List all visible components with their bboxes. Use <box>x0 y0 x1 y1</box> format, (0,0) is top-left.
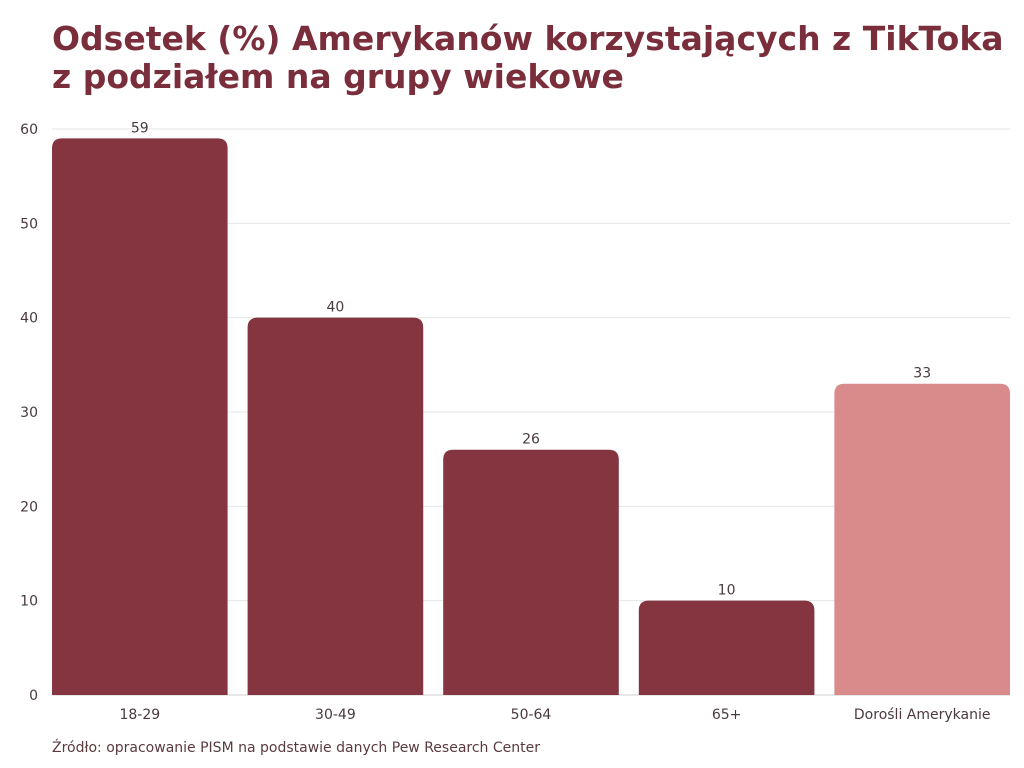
data-label: 10 <box>718 583 736 599</box>
x-tick-label: 65+ <box>712 707 742 723</box>
data-label: 59 <box>131 120 149 136</box>
y-tick-label: 50 <box>20 216 38 232</box>
y-tick-label: 60 <box>20 122 38 138</box>
y-tick-label: 0 <box>29 688 38 704</box>
bar <box>247 317 424 695</box>
data-label: 26 <box>522 432 540 448</box>
y-tick-label: 40 <box>20 311 38 327</box>
title-line-1: Odsetek (%) Amerykanów korzystających z … <box>52 19 1004 58</box>
title-line-2: z podziałem na grupy wiekowe <box>52 57 624 96</box>
source-note: Źródło: opracowanie PISM na podstawie da… <box>52 740 540 756</box>
x-tick-label: 50-64 <box>511 707 552 723</box>
data-label: 33 <box>913 366 931 382</box>
y-tick-label: 30 <box>20 405 38 421</box>
y-tick-label: 20 <box>20 499 38 515</box>
data-label: 40 <box>326 300 344 316</box>
bar <box>443 449 619 695</box>
x-tick-label: 18-29 <box>119 707 160 723</box>
y-tick-label: 10 <box>20 594 38 610</box>
bar <box>638 600 815 695</box>
chart-title: Odsetek (%) Amerykanów korzystających z … <box>52 20 1004 96</box>
bar <box>834 383 1010 695</box>
x-tick-label: Dorośli Amerykanie <box>854 707 991 723</box>
x-tick-label: 30-49 <box>315 707 356 723</box>
bar <box>52 138 228 695</box>
